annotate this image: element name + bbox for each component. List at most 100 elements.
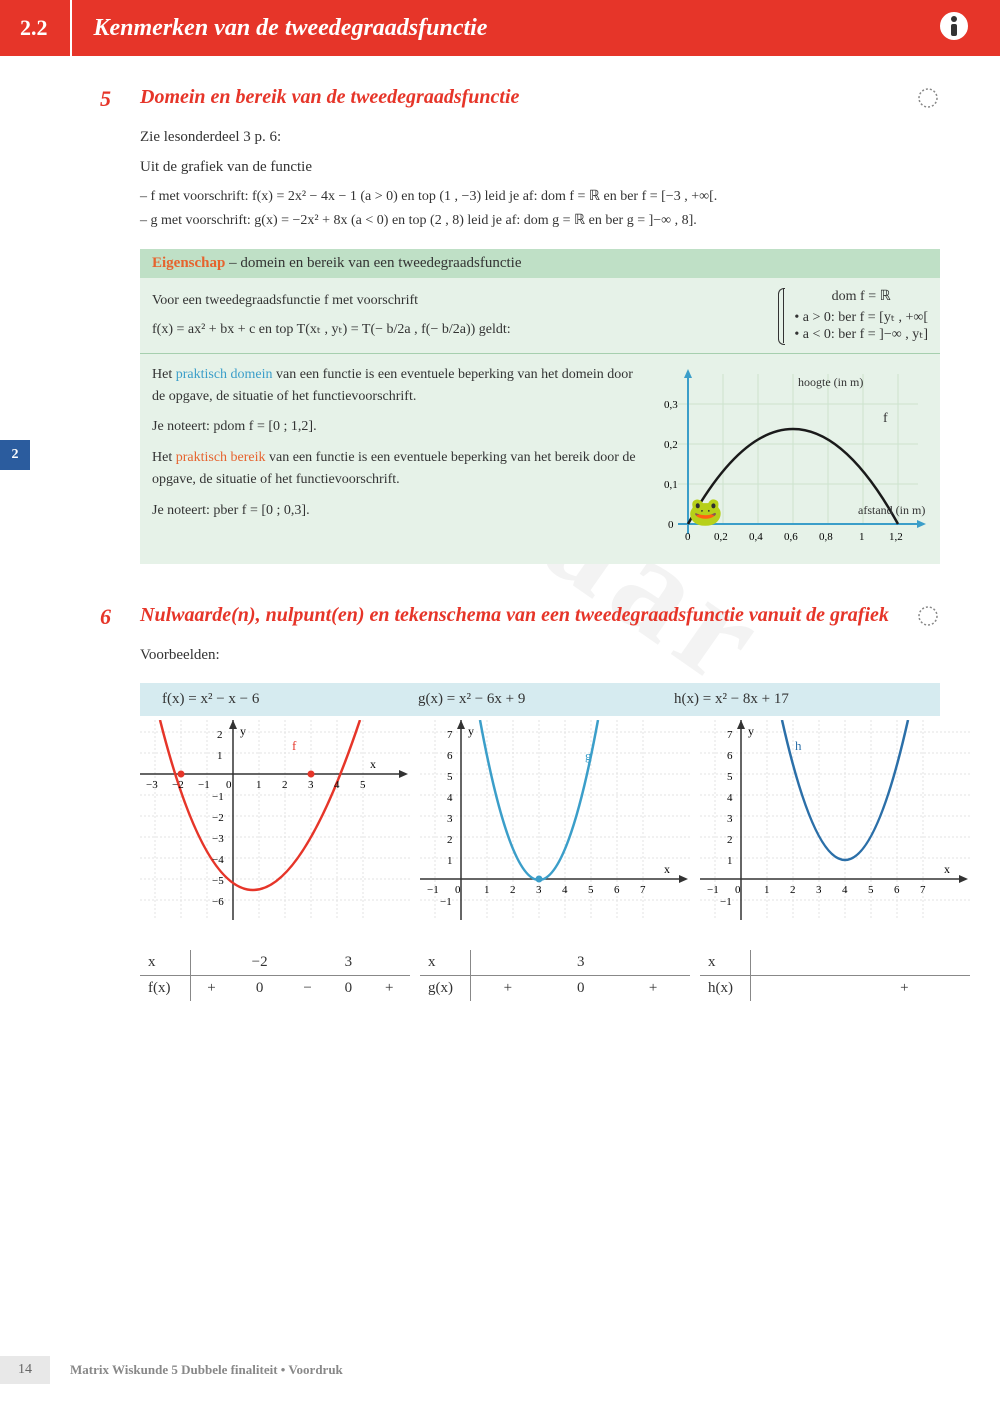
svg-text:5: 5 <box>447 771 453 783</box>
svg-text:0,6: 0,6 <box>784 531 798 543</box>
property-label: Eigenschap <box>152 255 225 271</box>
charts-row: y x f 21 −1−2−3−4−5−6 −3−2−10 12345 x−23… <box>140 720 940 1001</box>
info-icon <box>938 10 970 47</box>
term-praktisch-domein: praktisch domein <box>176 367 273 382</box>
svg-text:2: 2 <box>790 884 796 896</box>
svg-text:−2: −2 <box>212 812 224 824</box>
svg-text:7: 7 <box>920 884 926 896</box>
svg-text:1: 1 <box>764 884 770 896</box>
svg-text:6: 6 <box>614 884 620 896</box>
page-number: 14 <box>0 1356 50 1384</box>
sign-table-f: x−23 f(x)+0−0+ <box>140 950 410 1001</box>
svg-text:−6: −6 <box>212 896 224 908</box>
svg-text:y: y <box>748 724 754 738</box>
svg-text:hoogte (in m): hoogte (in m) <box>798 375 863 389</box>
svg-text:−3: −3 <box>146 779 158 791</box>
svg-text:h: h <box>795 738 802 753</box>
svg-text:1: 1 <box>447 855 453 867</box>
svg-text:7: 7 <box>727 729 733 741</box>
prop-line2: f(x) = ax² + bx + c en top T(xₜ , yₜ) = … <box>152 321 783 338</box>
svg-text:0: 0 <box>668 519 674 531</box>
svg-text:−2: −2 <box>172 779 184 791</box>
svg-text:5: 5 <box>360 779 366 791</box>
svg-text:0,2: 0,2 <box>714 531 728 543</box>
property-box: Eigenschap – domein en bereik van een tw… <box>140 249 940 564</box>
svg-text:2: 2 <box>510 884 516 896</box>
svg-text:0: 0 <box>226 779 232 791</box>
property-header-rest: – domein en bereik van een tweedegraadsf… <box>225 255 521 271</box>
gear-icon <box>916 86 940 115</box>
svg-text:2: 2 <box>282 779 288 791</box>
svg-text:y: y <box>240 724 246 738</box>
svg-text:6: 6 <box>447 750 453 762</box>
prop-line1: Voor een tweedegraadsfunctie f met voors… <box>152 293 783 309</box>
section-5-header: 5 Domein en bereik van de tweedegraadsfu… <box>100 86 940 115</box>
eq-h: h(x) = x² − 8x + 17 <box>668 691 924 708</box>
chart-f: y x f 21 −1−2−3−4−5−6 −3−2−10 12345 <box>140 720 410 920</box>
chart-h: y x h 7654321−1 −101234567 <box>700 720 970 920</box>
svg-text:0: 0 <box>735 884 741 896</box>
pdom-notation: Je noteert: pdom f = [0 ; 1,2]. <box>152 416 648 438</box>
svg-text:−1: −1 <box>212 791 224 803</box>
pber-notation: Je noteert: pber f = [0 ; 0,3]. <box>152 500 648 522</box>
svg-text:5: 5 <box>588 884 594 896</box>
svg-text:0,3: 0,3 <box>664 399 678 411</box>
svg-text:2: 2 <box>727 834 733 846</box>
practical-domain-text: Het praktisch domein van een functie is … <box>152 364 648 409</box>
section-number: 6 <box>100 604 140 630</box>
svg-text:1,2: 1,2 <box>889 531 903 543</box>
practical-range-text: Het praktisch bereik van een functie is … <box>152 447 648 492</box>
property-lower: Het praktisch domein van een functie is … <box>140 353 940 564</box>
svg-text:1: 1 <box>727 855 733 867</box>
svg-text:3: 3 <box>447 813 453 825</box>
svg-text:1: 1 <box>484 884 490 896</box>
section-title: Domein en bereik van de tweedegraadsfunc… <box>140 86 906 109</box>
property-body: Voor een tweedegraadsfunctie f met voors… <box>140 278 940 353</box>
svg-text:1: 1 <box>217 750 223 762</box>
svg-text:6: 6 <box>727 750 733 762</box>
svg-text:4: 4 <box>447 792 453 804</box>
svg-text:x: x <box>664 862 670 876</box>
svg-text:4: 4 <box>842 884 848 896</box>
svg-text:−1: −1 <box>198 779 210 791</box>
svg-text:1: 1 <box>859 531 865 543</box>
sign-table-g: x3 g(x)+0+ <box>420 950 690 1001</box>
svg-text:−3: −3 <box>212 833 224 845</box>
voorbeelden-label: Voorbeelden: <box>140 643 940 667</box>
svg-text:f: f <box>292 738 297 753</box>
svg-text:4: 4 <box>334 779 340 791</box>
chapter-number: 2.2 <box>20 0 72 56</box>
svg-text:2: 2 <box>447 834 453 846</box>
intro-text-2: Uit de grafiek van de functie <box>140 155 940 179</box>
frog-icon: 🐸 <box>688 495 723 529</box>
svg-text:x: x <box>370 757 376 771</box>
svg-text:0,1: 0,1 <box>664 479 678 491</box>
sign-table-h: x h(x)+ <box>700 950 970 1001</box>
svg-text:0,2: 0,2 <box>664 439 678 451</box>
svg-text:0,8: 0,8 <box>819 531 833 543</box>
prop-right2: • a > 0: ber f = [yₜ , +∞[ <box>794 309 928 326</box>
svg-text:4: 4 <box>562 884 568 896</box>
svg-text:4: 4 <box>727 792 733 804</box>
frog-jump-chart: hoogte (in m) afstand (in m) f 0 0,1 0,2… <box>648 364 928 554</box>
svg-text:−1: −1 <box>720 896 732 908</box>
svg-text:5: 5 <box>868 884 874 896</box>
svg-text:−1: −1 <box>427 884 439 896</box>
svg-text:1: 1 <box>256 779 262 791</box>
term-praktisch-bereik: praktisch bereik <box>176 450 266 465</box>
chapter-title: Kenmerken van de tweedegraadsfunctie <box>72 15 488 42</box>
book-title: Matrix Wiskunde 5 Dubbele finaliteit • V… <box>70 1362 343 1378</box>
svg-text:g: g <box>585 748 592 763</box>
svg-text:−1: −1 <box>707 884 719 896</box>
prop-right1: dom f = ℝ <box>794 288 928 305</box>
svg-text:3: 3 <box>727 813 733 825</box>
section-title: Nulwaarde(n), nulpunt(en) en tekenschema… <box>140 604 906 627</box>
examples-equations: f(x) = x² − x − 6 g(x) = x² − 6x + 9 h(x… <box>140 683 940 716</box>
section-6-header: 6 Nulwaarde(n), nulpunt(en) en tekensche… <box>100 604 940 633</box>
chart-g: y x g 7654321−1 −101234567 <box>420 720 690 920</box>
svg-text:3: 3 <box>536 884 542 896</box>
bullet-f: – f met voorschrift: f(x) = 2x² − 4x − 1… <box>155 185 940 209</box>
property-header: Eigenschap – domein en bereik van een tw… <box>140 249 940 278</box>
section-number: 5 <box>100 86 140 112</box>
svg-text:7: 7 <box>640 884 646 896</box>
